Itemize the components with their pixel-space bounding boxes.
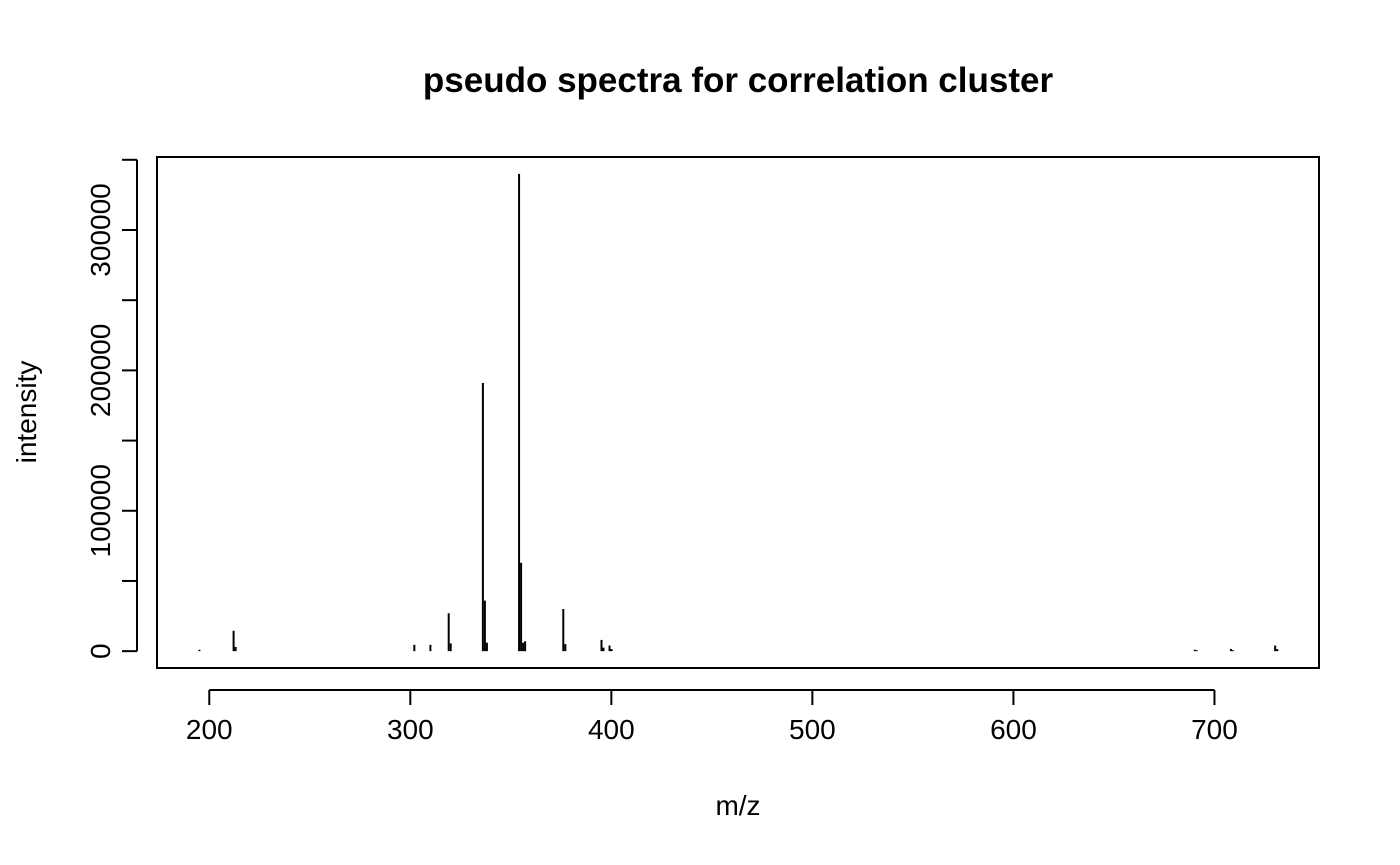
y-tick-label: 0 (85, 643, 116, 659)
x-axis: 200 300 400 500 600 700 (186, 689, 1238, 745)
plot-frame (156, 156, 1320, 669)
y-axis-title: intensity (11, 361, 42, 464)
x-tick-label: 200 (186, 714, 233, 745)
x-tick-label: 700 (1191, 714, 1238, 745)
y-axis: 0 100000 200000 300000 (85, 158, 138, 659)
x-tick-label: 400 (588, 714, 635, 745)
chart-title: pseudo spectra for correlation cluster (423, 61, 1054, 100)
x-tick-label: 300 (387, 714, 434, 745)
peaks (198, 173, 1279, 652)
y-tick-label: 100000 (85, 464, 116, 557)
y-tick-label: 300000 (85, 183, 116, 276)
x-tick-label: 500 (789, 714, 836, 745)
x-tick-label: 600 (990, 714, 1037, 745)
x-axis-title: m/z (715, 790, 760, 821)
y-tick-label: 200000 (85, 324, 116, 417)
